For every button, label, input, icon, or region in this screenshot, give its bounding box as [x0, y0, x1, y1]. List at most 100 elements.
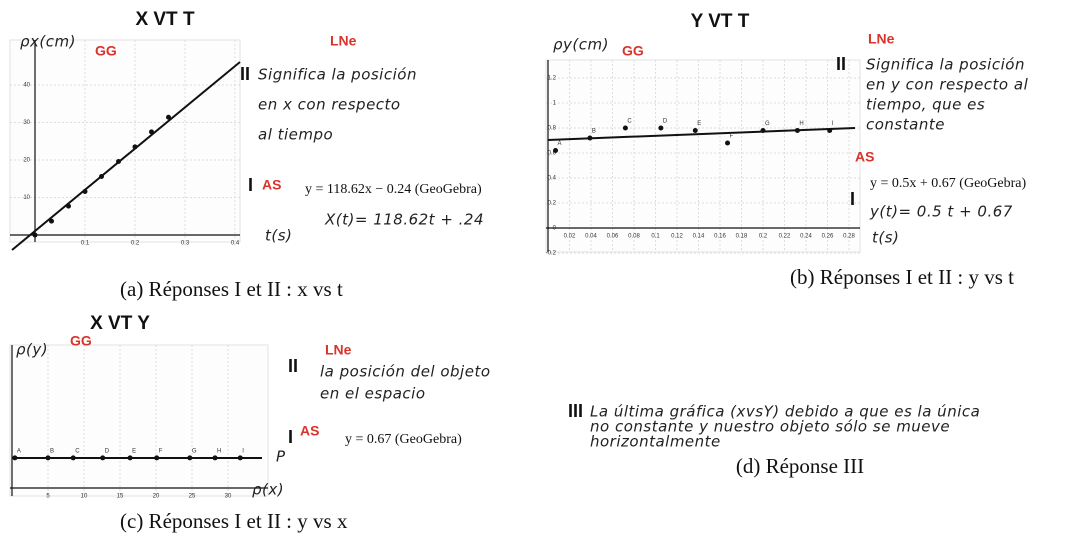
data-point	[66, 203, 71, 209]
y-tick-label: 0.4	[548, 176, 557, 182]
point-label: H	[217, 448, 221, 454]
tag: LNe	[330, 33, 357, 49]
handwritten-answer: al tiempo	[258, 126, 333, 144]
data-point	[622, 125, 628, 131]
x-tick-label: 0.1	[651, 234, 660, 240]
x-tick-label: 0.4	[231, 241, 240, 247]
handwritten-answer: en x con respecto	[258, 96, 401, 114]
data-point	[70, 455, 76, 461]
data-point	[45, 455, 51, 461]
axis-label-y: ρ(y)	[16, 341, 48, 359]
caption: (c) Réponses I et II : y vs x	[120, 509, 348, 533]
x-tick-label: 15	[117, 494, 124, 500]
x-tick-label: 0.06	[607, 234, 619, 240]
data-point	[212, 455, 218, 461]
caption: (d) Réponse III	[736, 454, 864, 478]
data-point	[149, 129, 154, 135]
caption: (a) Réponses I et II : x vs t	[120, 277, 343, 301]
equation: y = 118.62x − 0.24 (GeoGebra)	[305, 182, 482, 197]
equation: y = 0.5x + 0.67 (GeoGebra)	[870, 176, 1026, 191]
fit-line	[11, 61, 241, 251]
y-tick-label: 0.6	[548, 151, 557, 157]
tag: III	[568, 401, 583, 421]
data-point	[127, 455, 133, 461]
tag: I	[248, 175, 253, 195]
tag: LNe	[325, 342, 352, 358]
y-tick-label: 1	[553, 101, 557, 107]
x-tick-label: 0.2	[131, 241, 140, 247]
plot-area	[9, 39, 241, 243]
x-tick-label: 0.16	[714, 234, 726, 240]
data-point	[760, 128, 766, 133]
tag: I	[850, 189, 855, 209]
point-label: C	[627, 119, 632, 125]
data-point	[658, 125, 664, 131]
y-tick-label: 40	[23, 83, 30, 89]
tag: II	[836, 54, 846, 74]
data-point	[132, 144, 138, 150]
data-point	[100, 455, 106, 461]
tag: GG	[70, 333, 92, 349]
data-point	[12, 455, 18, 461]
y-tick-label: 0.8	[548, 126, 557, 132]
axis-label-x: t(s)	[265, 227, 292, 245]
x-tick-label: 25	[189, 494, 196, 500]
point-label: B	[592, 129, 596, 135]
data-point	[587, 135, 593, 141]
data-point	[237, 455, 243, 461]
x-tick-label: 20	[153, 494, 160, 500]
data-point	[99, 174, 104, 179]
x-tick-label: 0.1	[81, 241, 90, 247]
point-label: F	[159, 448, 163, 454]
x-tick-label: 0.02	[564, 234, 576, 240]
handwritten-answer: Significa la posición	[866, 56, 1025, 74]
handwritten-answer: no constante y nuestro objeto sólo se mu…	[590, 418, 950, 436]
handwritten-answer: y(t)= 0.5 t + 0.67	[869, 203, 1013, 221]
x-tick-label: 0.3	[181, 241, 190, 247]
point-label: B	[50, 448, 54, 454]
point-label: I	[242, 448, 244, 454]
tag: II	[288, 356, 298, 376]
x-tick-label: 30	[225, 494, 232, 500]
point-label: A	[558, 141, 562, 147]
data-point	[154, 455, 160, 461]
x-tick-label: 0.24	[800, 234, 812, 240]
handwritten-answer: horizontalmente	[590, 433, 721, 451]
x-tick-label: 0.18	[736, 234, 748, 240]
equation: y = 0.67 (GeoGebra)	[345, 432, 462, 447]
x-tick-label: 0.22	[779, 234, 791, 240]
axis-label-x: ρ(x)	[252, 481, 284, 499]
data-point	[187, 455, 193, 461]
plot-area	[9, 344, 269, 497]
x-tick-label: 0.04	[585, 234, 597, 240]
panel-title: Y VT T	[691, 11, 750, 32]
data-point	[827, 128, 833, 133]
x-tick-label: 0.26	[822, 234, 834, 240]
y-tick-label: -0.2	[546, 251, 557, 257]
tag: AS	[262, 177, 281, 193]
point-label: E	[132, 448, 136, 454]
x-tick-label: 0.08	[628, 234, 640, 240]
data-point	[116, 159, 121, 164]
handwritten-answer: en y con respecto al	[866, 76, 1029, 94]
tag: AS	[300, 423, 319, 439]
handwritten-answer: la posición del objeto	[320, 363, 491, 381]
data-point	[692, 128, 698, 133]
handwritten-answer: constante	[866, 116, 945, 134]
y-tick-label: 0.2	[548, 201, 557, 207]
point-label: D	[663, 119, 668, 125]
x-tick-label: 0.2	[759, 234, 768, 240]
data-point	[553, 148, 559, 153]
handwritten-answer: P	[276, 448, 286, 466]
plot-area	[545, 59, 861, 253]
data-point	[725, 140, 731, 146]
handwritten-answer: X(t)= 118.62t + .24	[324, 211, 484, 229]
data-point	[166, 114, 171, 120]
handwritten-answer: La última gráfica (xvsY) debido a que es…	[590, 403, 980, 421]
panel-title: X VT T	[135, 9, 195, 30]
handwritten-answer: Significa la posición	[258, 66, 417, 84]
data-point	[49, 218, 54, 224]
data-point	[794, 128, 800, 133]
point-label: C	[75, 448, 80, 454]
